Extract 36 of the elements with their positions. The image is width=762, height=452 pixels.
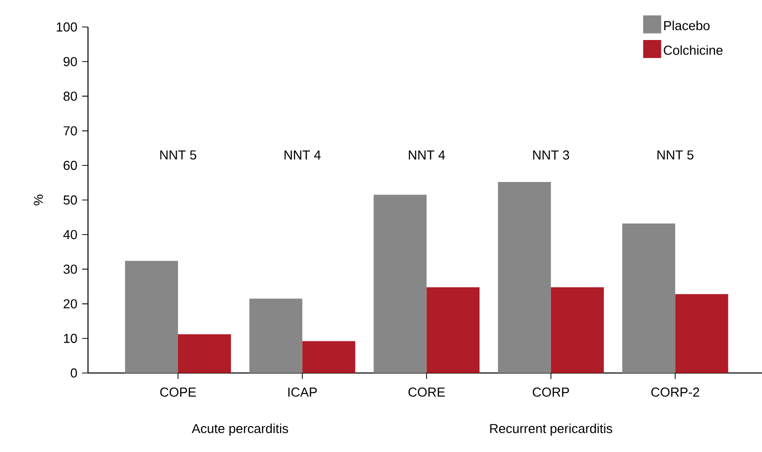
bar bbox=[125, 260, 178, 373]
bar bbox=[498, 182, 551, 373]
legend-label: Placebo bbox=[664, 20, 710, 30]
bar bbox=[550, 287, 604, 373]
y-tick-label: 0 bbox=[70, 368, 77, 378]
bar bbox=[426, 287, 480, 373]
y-tick-label: 100 bbox=[56, 22, 77, 32]
x-tick-label: CORP bbox=[532, 388, 569, 397]
bar bbox=[374, 194, 427, 373]
y-tick-label: 70 bbox=[64, 126, 77, 136]
annotation: NNT 5 bbox=[160, 150, 196, 160]
y-tick-label: 80 bbox=[64, 92, 77, 101]
bar bbox=[622, 224, 676, 373]
x-tick-label: CORP-2 bbox=[651, 388, 700, 397]
x-tick-label: ICAP bbox=[288, 388, 317, 397]
annotation: NNT 4 bbox=[408, 150, 445, 160]
bar bbox=[249, 298, 302, 373]
y-tick-label: 30 bbox=[64, 264, 77, 274]
y-tick-label: 90 bbox=[64, 56, 77, 66]
y-tick-label: 40 bbox=[63, 230, 77, 240]
text: Recurrent pericarditis bbox=[490, 424, 612, 436]
y-tick-label: 60 bbox=[64, 160, 77, 170]
annotation: NNT 3 bbox=[533, 150, 570, 160]
y-tick-label: 20 bbox=[64, 299, 77, 308]
x-tick-label: CORE bbox=[408, 388, 445, 397]
y-tick-label: 10 bbox=[64, 334, 77, 343]
bar bbox=[302, 341, 356, 373]
annotation: NNT 5 bbox=[657, 150, 694, 160]
y-tick-label: 50 bbox=[64, 195, 77, 205]
bar bbox=[178, 334, 231, 373]
x-tick-label: COPE bbox=[160, 388, 196, 397]
y-axis-title: % bbox=[34, 194, 43, 206]
bar bbox=[675, 294, 728, 373]
legend-label: Colchicine bbox=[664, 45, 723, 55]
annotation: NNT 4 bbox=[284, 150, 321, 160]
text: Acute percarditis bbox=[192, 424, 288, 436]
